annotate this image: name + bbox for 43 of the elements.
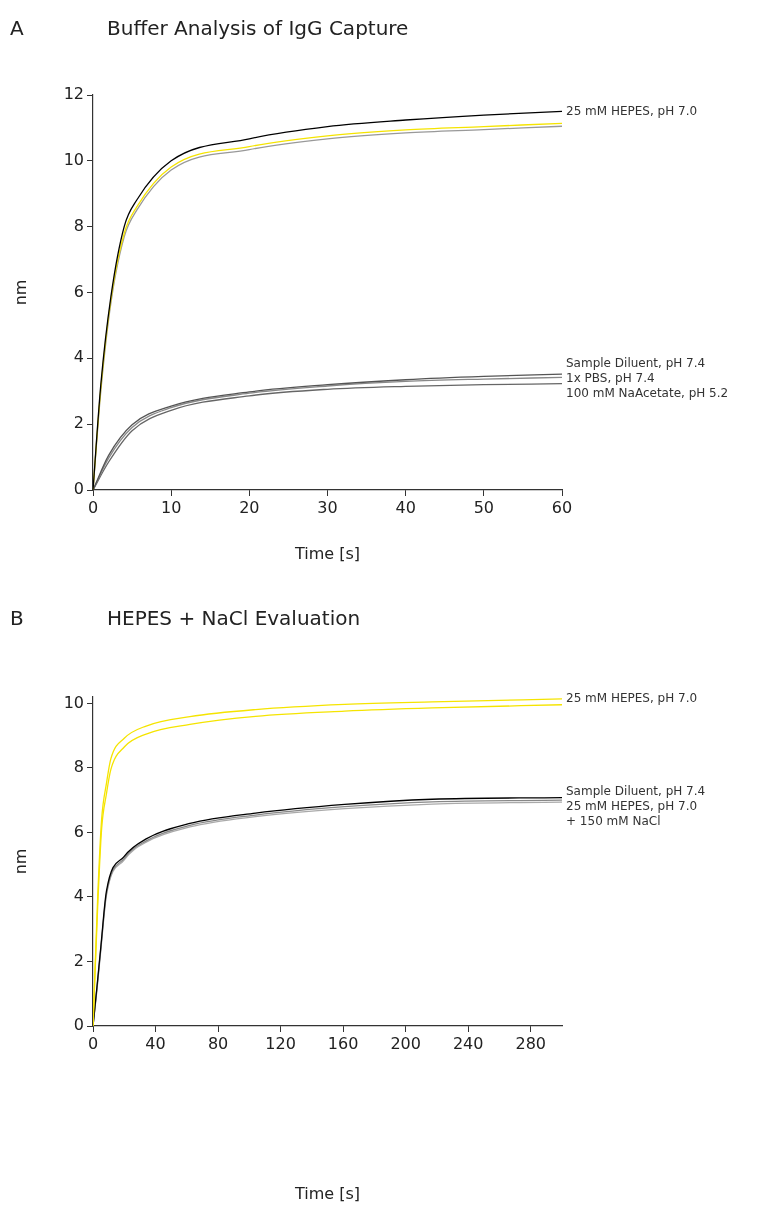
x-tick-label: 60 bbox=[551, 497, 573, 517]
y-tick-label: 10 bbox=[63, 692, 84, 712]
x-tick-label: 280 bbox=[515, 1033, 547, 1053]
y-tick-label: 0 bbox=[73, 1015, 84, 1035]
x-tick-label: 30 bbox=[317, 497, 338, 517]
text: A bbox=[10, 16, 24, 41]
x-tick-label: 20 bbox=[239, 497, 260, 517]
y-axis-title: nm bbox=[10, 279, 30, 306]
x-tick-label: 120 bbox=[265, 1033, 296, 1053]
series-label: 25 mM HEPES, pH 7.0 + 150 mM NaCl bbox=[566, 798, 698, 828]
x-tick-label: 80 bbox=[207, 1033, 229, 1053]
y-tick-label: 4 bbox=[73, 347, 84, 367]
x-tick-label: 240 bbox=[452, 1033, 484, 1053]
series-label: 100 mM NaAcetate, pH 5.2 bbox=[566, 385, 729, 400]
y-tick-label: 2 bbox=[73, 413, 84, 433]
y-axis-title: nm bbox=[10, 848, 30, 875]
x-tick-label: 40 bbox=[395, 497, 416, 517]
series-label: 25 mM HEPES, pH 7.0 bbox=[566, 691, 698, 706]
y-tick-label: 0 bbox=[73, 479, 84, 499]
y-tick-label: 6 bbox=[73, 821, 84, 841]
y-tick-label: 2 bbox=[73, 950, 84, 970]
x-tick-label: 0 bbox=[87, 1033, 99, 1053]
y-tick-label: 8 bbox=[73, 757, 84, 777]
chart-title: Buffer Analysis of IgG Capture bbox=[107, 16, 409, 41]
y-tick-label: 8 bbox=[73, 215, 84, 235]
series-label: 25 mM HEPES, pH 7.0 bbox=[566, 103, 698, 118]
x-tick-label: 50 bbox=[473, 497, 495, 517]
series-label: Sample Diluent, pH 7.4 bbox=[566, 355, 706, 370]
x-tick-label: 160 bbox=[327, 1033, 359, 1053]
y-tick-label: 10 bbox=[63, 149, 84, 169]
series-label: 1x PBS, pH 7.4 bbox=[566, 370, 655, 385]
x-tick-label: 40 bbox=[145, 1033, 166, 1053]
x-tick-label: 0 bbox=[87, 497, 99, 517]
chart-title: HEPES + NaCl Evaluation bbox=[107, 606, 361, 631]
text: B bbox=[10, 606, 24, 631]
y-tick-label: 6 bbox=[73, 281, 84, 301]
x-tick-label: 200 bbox=[390, 1033, 421, 1053]
y-tick-label: 4 bbox=[73, 886, 84, 906]
x-tick-label: 10 bbox=[160, 497, 182, 517]
x-axis-title: Time [s] bbox=[293, 543, 361, 563]
series-label: Sample Diluent, pH 7.4 bbox=[566, 783, 706, 798]
x-axis-title: Time [s] bbox=[293, 1183, 361, 1203]
y-tick-label: 12 bbox=[63, 84, 84, 104]
